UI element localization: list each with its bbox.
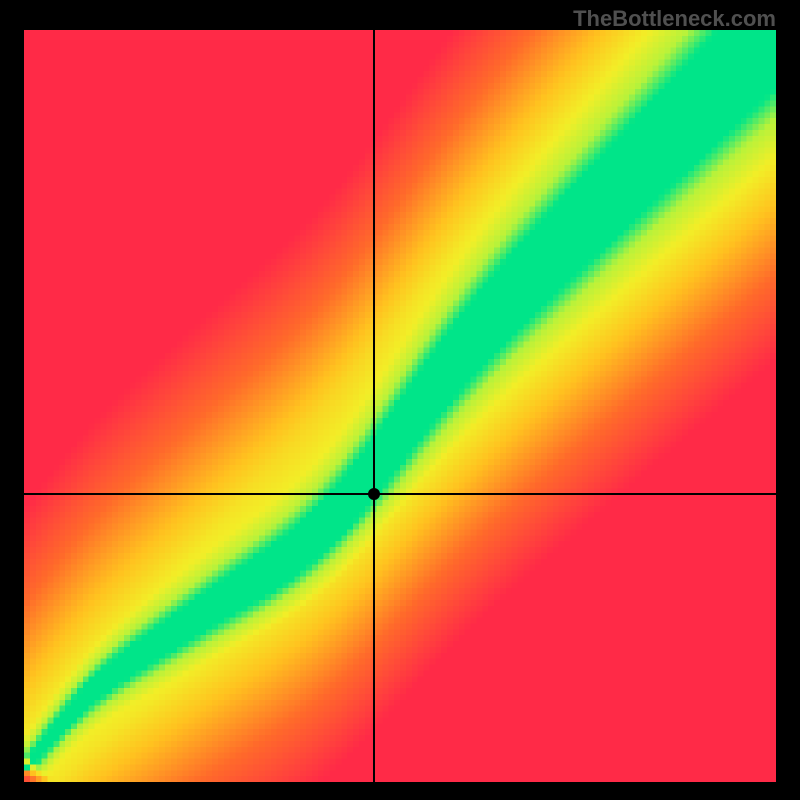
- bottleneck-heatmap: [24, 30, 776, 782]
- data-point-marker: [368, 488, 380, 500]
- crosshair-vertical: [373, 30, 375, 782]
- chart-container: TheBottleneck.com: [0, 0, 800, 800]
- crosshair-horizontal: [24, 493, 776, 495]
- watermark-text: TheBottleneck.com: [573, 6, 776, 32]
